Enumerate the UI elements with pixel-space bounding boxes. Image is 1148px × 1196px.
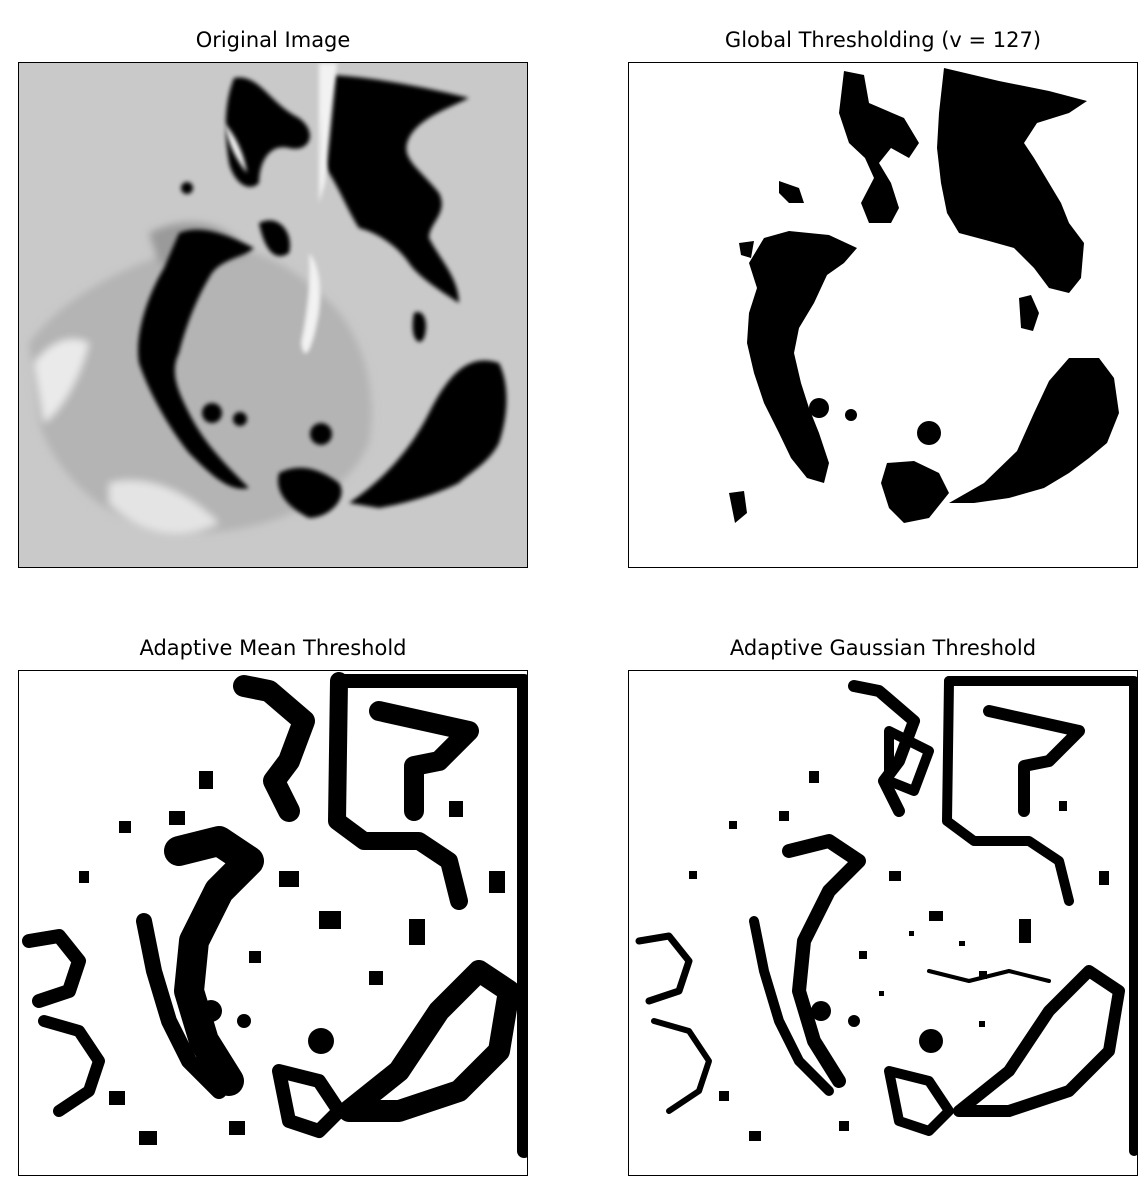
panel-title: Adaptive Mean Threshold [139, 636, 407, 660]
image-frame [628, 62, 1138, 568]
binary-image [629, 671, 1137, 1175]
panel-title: Original Image [195, 28, 351, 52]
panel-title: Global Thresholding (v = 127) [724, 28, 1042, 52]
grayscale-image [19, 63, 527, 567]
binary-image [19, 671, 527, 1175]
image-frame [18, 62, 528, 568]
panel-title: Adaptive Gaussian Threshold [729, 636, 1037, 660]
image-frame [628, 670, 1138, 1176]
binary-image [629, 63, 1137, 567]
image-frame [18, 670, 528, 1176]
